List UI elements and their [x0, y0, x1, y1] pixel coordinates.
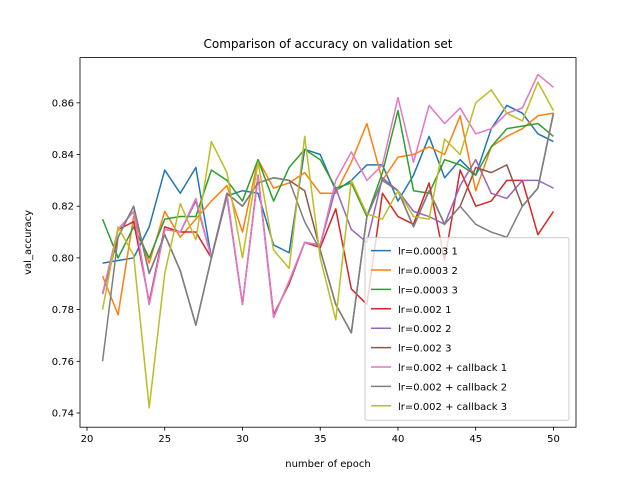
y-tick-label: 0.80 [52, 253, 74, 264]
legend-entry-lr-0-002-callback-1: lr=0.002 + callback 1 [398, 363, 507, 374]
series-line-lr-0-002-callback-3 [101, 81, 555, 409]
x-tick-label: 50 [547, 434, 560, 445]
y-axis-label: val_accuracy [23, 210, 34, 275]
legend-entry-lr-0-0003-3: lr=0.0003 3 [398, 285, 458, 296]
y-tick-label: 0.78 [52, 305, 74, 316]
y-axis-ticks: 0.74 0.76 0.78 0.80 0.82 0.84 0.86 [52, 98, 80, 419]
x-axis-label: number of epoch [285, 459, 370, 470]
x-axis-ticks: 20 25 30 35 40 45 50 [81, 427, 560, 445]
x-tick-label: 30 [236, 434, 249, 445]
y-tick-label: 0.74 [52, 408, 74, 419]
legend-entry-lr-0-002-callback-3: lr=0.002 + callback 3 [398, 402, 507, 413]
legend-box [364, 237, 570, 421]
y-tick-label: 0.82 [52, 202, 74, 213]
legend-entry-lr-0-002-2: lr=0.002 2 [398, 324, 451, 335]
series-layer [101, 73, 555, 409]
series-line-lr-0-002-callback-1 [101, 73, 554, 319]
y-tick-label: 0.84 [52, 150, 74, 161]
y-tick-label: 0.76 [52, 357, 74, 368]
plot-frame [79, 57, 577, 428]
x-tick-label: 35 [314, 434, 327, 445]
x-tick-label: 25 [158, 434, 171, 445]
x-tick-label: 45 [469, 434, 482, 445]
y-tick-label: 0.86 [52, 98, 74, 109]
x-tick-label: 40 [392, 434, 405, 445]
x-tick-label: 20 [81, 434, 94, 445]
legend-entry-lr-0-002-1: lr=0.002 1 [398, 305, 451, 316]
series-line-lr-0-0003-2 [101, 112, 554, 316]
series-line-lr-0-002-callback-2 [101, 113, 555, 362]
legend: lr=0.0003 1 lr=0.0003 2 lr=0.0003 3 lr=0.00… [364, 237, 570, 421]
series-line-lr-0-0003-3 [101, 109, 554, 259]
legend-entry-lr-0-0003-2: lr=0.0003 2 [398, 266, 458, 277]
legend-entry-lr-0-002-3: lr=0.002 3 [398, 344, 451, 355]
chart-title: Comparison of accuracy on validation set [204, 37, 453, 51]
legend-entry-lr-0-0003-1: lr=0.0003 1 [398, 247, 458, 258]
legend-entry-lr-0-002-callback-2: lr=0.002 + callback 2 [398, 382, 507, 393]
